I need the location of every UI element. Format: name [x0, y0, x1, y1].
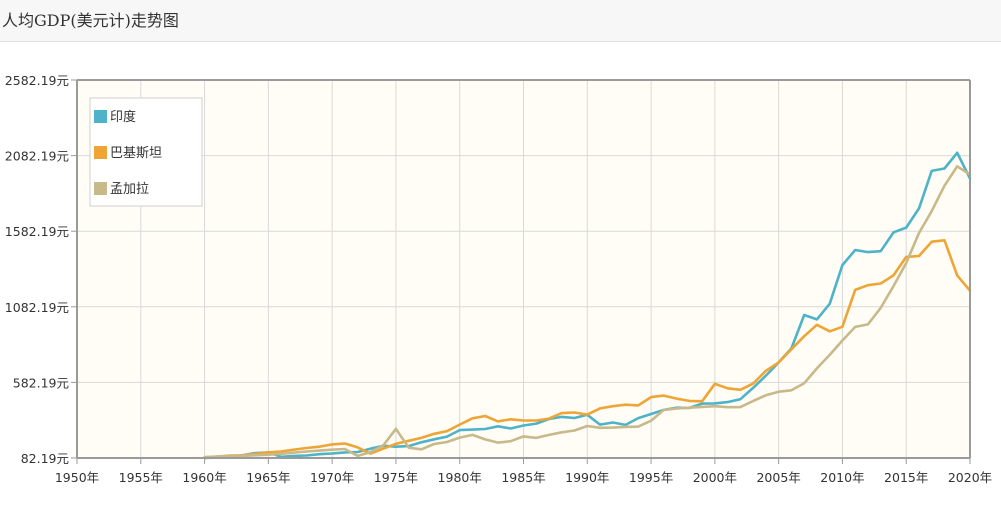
x-tick-label: 2020年	[948, 470, 992, 485]
legend-swatch-0	[94, 110, 107, 123]
legend-box	[89, 97, 203, 207]
series-lines	[203, 151, 972, 460]
series-line-2	[203, 165, 972, 459]
legend-swatch-1	[94, 146, 107, 159]
chart-header: 人均GDP(美元计)走势图	[0, 0, 1001, 42]
x-tick-label: 1975年	[374, 470, 418, 485]
legend-swatch-2	[94, 182, 107, 195]
x-axis-ticks: 1950年 1955年 1960年 1965年 1970年 1975年 1980年 1985年…	[55, 458, 992, 485]
x-tick-label: 2010年	[820, 470, 864, 485]
x-tick-label: 1950年	[55, 470, 99, 485]
x-tick-label: 2005年	[756, 470, 800, 485]
y-tick-label: 1082.19元	[5, 300, 69, 315]
y-tick-label: 1582.19元	[5, 224, 69, 239]
grid-lines	[76, 79, 971, 459]
legend-label-0: 印度	[110, 109, 136, 125]
x-tick-label: 2015年	[884, 470, 928, 485]
x-tick-label: 1985年	[501, 470, 545, 485]
y-tick-label: 82.19元	[21, 451, 69, 466]
y-tick-label: 582.19元	[13, 375, 69, 390]
x-tick-label: 1990年	[565, 470, 609, 485]
y-axis-ticks: 82.19元 582.19元 1082.19元 1582.19元 2082.19元 258…	[5, 73, 77, 466]
x-tick-label: 1995年	[629, 470, 673, 485]
x-tick-label: 1955年	[119, 470, 163, 485]
x-tick-label: 1965年	[246, 470, 290, 485]
gdp-line-chart: 82.19元 582.19元 1082.19元 1582.19元 2082.19元 258…	[5, 73, 992, 485]
x-tick-label: 1960年	[182, 470, 226, 485]
legend-label-2: 孟加拉	[110, 182, 149, 197]
x-tick-label: 2000年	[693, 470, 737, 485]
series-line-1	[203, 239, 972, 460]
x-tick-label: 1970年	[310, 470, 354, 485]
chart-title: 人均GDP(美元计)走势图	[2, 11, 179, 30]
x-tick-label: 1980年	[438, 470, 482, 485]
y-tick-label: 2582.19元	[5, 73, 69, 88]
y-tick-label: 2082.19元	[5, 149, 69, 164]
legend-label-1: 巴基斯坦	[110, 146, 162, 161]
